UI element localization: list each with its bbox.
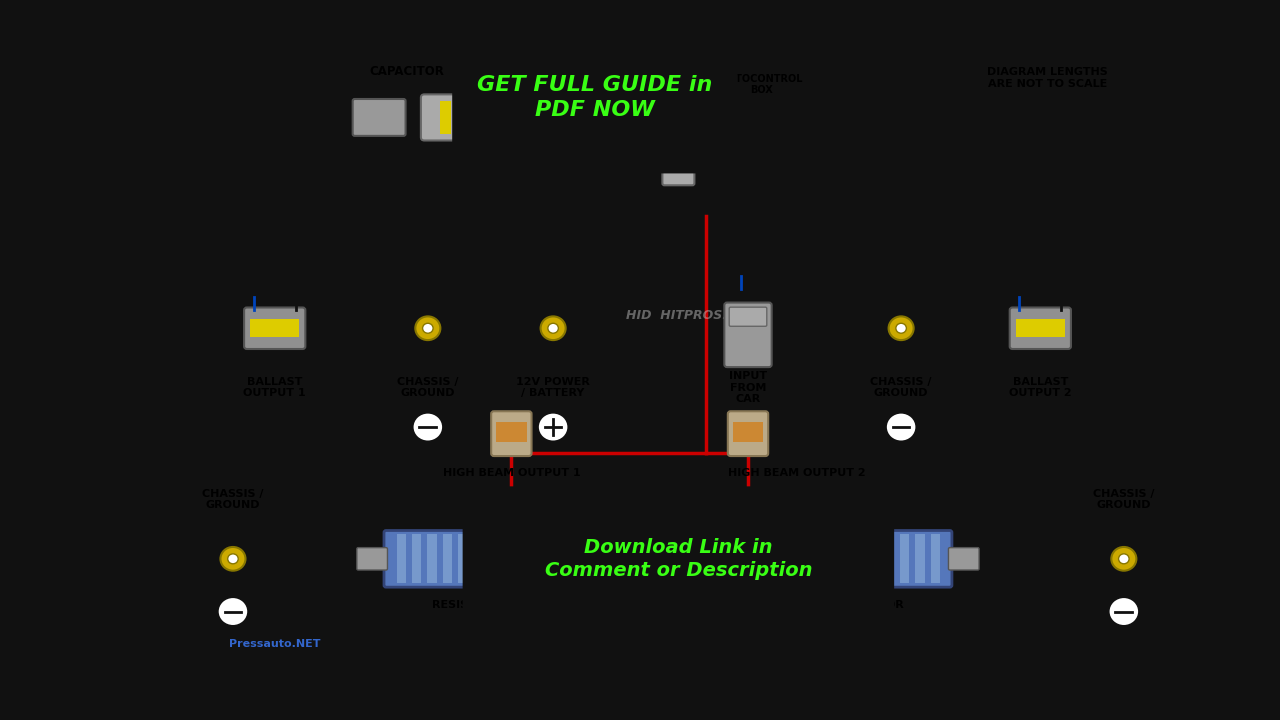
Bar: [504, 534, 515, 583]
Text: RESISTOR: RESISTOR: [842, 600, 904, 610]
Bar: [808, 534, 817, 583]
Circle shape: [548, 323, 558, 333]
Text: CHASSIS /
GROUND: CHASSIS / GROUND: [870, 377, 932, 398]
Circle shape: [896, 323, 906, 333]
Text: RESISTOR: RESISTOR: [431, 600, 494, 610]
Bar: [443, 534, 452, 583]
Bar: [854, 534, 863, 583]
Text: Download Link in
Comment or Description: Download Link in Comment or Description: [545, 538, 812, 580]
Bar: [838, 534, 847, 583]
Text: CAPACITOR: CAPACITOR: [370, 65, 444, 78]
FancyBboxPatch shape: [492, 411, 531, 456]
Text: CHASSIS /
GROUND: CHASSIS / GROUND: [1093, 489, 1155, 510]
Circle shape: [886, 413, 916, 441]
Circle shape: [422, 323, 433, 333]
Bar: [931, 534, 940, 583]
FancyBboxPatch shape: [462, 487, 895, 631]
FancyBboxPatch shape: [724, 302, 772, 367]
Bar: [732, 422, 763, 441]
Bar: [412, 534, 421, 583]
FancyBboxPatch shape: [244, 307, 306, 349]
Circle shape: [538, 413, 568, 441]
Circle shape: [220, 547, 246, 571]
Circle shape: [540, 316, 566, 340]
FancyBboxPatch shape: [452, 35, 737, 174]
Bar: [489, 534, 498, 583]
Bar: [884, 534, 893, 583]
Bar: [520, 534, 530, 583]
FancyBboxPatch shape: [538, 548, 568, 570]
FancyBboxPatch shape: [1010, 307, 1071, 349]
Bar: [1016, 319, 1065, 337]
Text: HIGH BEAM OUTPUT 1: HIGH BEAM OUTPUT 1: [443, 468, 580, 478]
FancyBboxPatch shape: [662, 155, 695, 185]
Circle shape: [218, 597, 248, 626]
Text: 12V POWER
/ BATTERY: 12V POWER / BATTERY: [516, 377, 590, 398]
Circle shape: [1108, 597, 1139, 626]
FancyBboxPatch shape: [357, 548, 388, 570]
Bar: [869, 534, 878, 583]
Bar: [474, 534, 483, 583]
Text: DIAGRAM LENGTHS
ARE NOT TO SCALE: DIAGRAM LENGTHS ARE NOT TO SCALE: [987, 67, 1107, 89]
Text: INPUT
FROM
CAR: INPUT FROM CAR: [728, 371, 767, 404]
Text: BALLAST
OUTPUT 1: BALLAST OUTPUT 1: [243, 377, 306, 398]
Bar: [900, 534, 909, 583]
Text: FUSE
HOLDER: FUSE HOLDER: [652, 123, 705, 151]
Circle shape: [1119, 554, 1129, 564]
FancyBboxPatch shape: [948, 548, 979, 570]
FancyBboxPatch shape: [795, 531, 952, 587]
Circle shape: [228, 554, 238, 564]
FancyBboxPatch shape: [353, 99, 406, 136]
FancyBboxPatch shape: [648, 48, 709, 134]
Bar: [251, 319, 300, 337]
FancyBboxPatch shape: [384, 531, 541, 587]
Text: HID  HITPROS.COM: HID HITPROS.COM: [626, 309, 759, 322]
Text: CHASSIS /
GROUND: CHASSIS / GROUND: [202, 489, 264, 510]
Bar: [439, 101, 451, 134]
Circle shape: [415, 316, 440, 340]
FancyBboxPatch shape: [728, 411, 768, 456]
FancyBboxPatch shape: [768, 548, 799, 570]
Bar: [915, 534, 924, 583]
Bar: [823, 534, 832, 583]
Bar: [428, 534, 436, 583]
Text: GET FULL GUIDE in
PDF NOW: GET FULL GUIDE in PDF NOW: [477, 76, 713, 120]
Circle shape: [412, 413, 443, 441]
Text: HIGH BEAM OUTPUT 2: HIGH BEAM OUTPUT 2: [728, 468, 865, 478]
Bar: [497, 422, 526, 441]
FancyBboxPatch shape: [730, 307, 767, 326]
Circle shape: [888, 316, 914, 340]
Text: CHASSIS /
GROUND: CHASSIS / GROUND: [397, 377, 458, 398]
Circle shape: [1111, 547, 1137, 571]
Bar: [458, 534, 467, 583]
Bar: [397, 534, 406, 583]
Text: Pressauto.NET: Pressauto.NET: [229, 639, 320, 649]
Text: AUTOCONTROL
BOX: AUTOCONTROL BOX: [721, 73, 803, 95]
FancyBboxPatch shape: [421, 94, 490, 140]
Bar: [461, 101, 472, 134]
Text: BALLAST
OUTPUT 2: BALLAST OUTPUT 2: [1009, 377, 1071, 398]
